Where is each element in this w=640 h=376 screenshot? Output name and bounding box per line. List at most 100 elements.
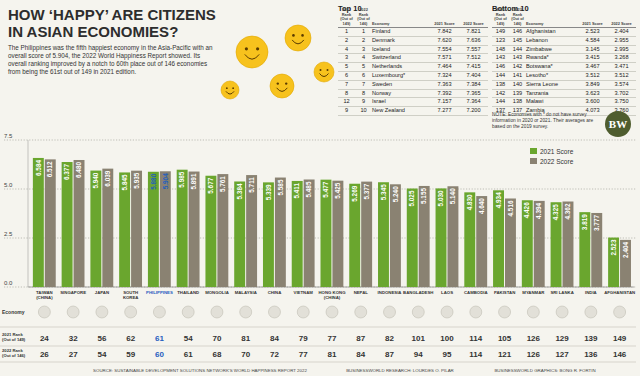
table-header-cell: 2021 Score — [430, 22, 459, 27]
category-label-line: SRI LANKA — [550, 290, 573, 295]
table-header-cell: 2021 Score — [578, 22, 607, 27]
category-label-line: LAOS — [441, 290, 453, 295]
chart: BW0.02.55.07.56.5846.3775.9405.8455.8805… — [0, 0, 640, 376]
row-label-line: (Out of 146) — [2, 353, 26, 358]
flag — [384, 306, 396, 318]
category-label-line: PHILIPPINES — [146, 290, 173, 295]
rank-value: 72 — [270, 350, 279, 359]
category-label: JAPAN — [95, 290, 109, 295]
table-cell: Afghanistan — [526, 28, 578, 36]
table-row: 148144Zimbabwe3.1452.995 — [492, 46, 636, 55]
bar — [563, 202, 574, 287]
bar — [522, 200, 533, 287]
table-cell: 3.702 — [607, 90, 636, 98]
bar — [45, 159, 56, 287]
table-cell: 1 — [355, 28, 372, 36]
category-label: THAILAND — [177, 290, 199, 295]
rank-value: 81 — [328, 350, 337, 359]
rank-value: 129 — [555, 334, 569, 343]
data-label: 4.325 — [552, 204, 559, 220]
data-label: 5.711 — [248, 177, 255, 193]
table-header: 2021 Rank (Out of 149)2022 Rank (Out of … — [492, 13, 636, 28]
data-label: 4.426 — [523, 202, 530, 218]
bar — [205, 176, 216, 287]
footer-text: BUSINESSWORLD GRAPHICS: BONG R. FORTIN — [494, 368, 595, 373]
emoji — [221, 81, 239, 99]
bar — [275, 178, 286, 287]
table-cell: 7.404 — [459, 72, 488, 80]
row-separator — [0, 362, 636, 363]
table-row: 55Netherlands7.4647.415 — [338, 63, 488, 72]
y-tick-label: 2.5 — [4, 231, 13, 237]
table-cell: 143 — [492, 54, 509, 62]
table-cell: 7.571 — [430, 54, 459, 62]
emoji-eye — [320, 69, 322, 71]
table-row: 142139Tanzania3.6233.702 — [492, 90, 636, 99]
rank-value: 54 — [97, 350, 106, 359]
rank-value: 77 — [299, 350, 308, 359]
rank-value: 26 — [40, 350, 49, 359]
emoji-smile — [226, 91, 234, 94]
rank-value: 77 — [328, 334, 337, 343]
data-label: 5.485 — [305, 181, 312, 197]
table-cell: 7.365 — [459, 90, 488, 98]
data-label: 5.269 — [351, 185, 358, 201]
axis-line — [28, 140, 29, 287]
table-cell: 3.145 — [578, 46, 607, 54]
table-cell: Iceland — [372, 46, 430, 54]
table-cell: Lesotho* — [526, 72, 578, 80]
emoji-eye — [245, 47, 248, 50]
bar — [189, 172, 200, 287]
rank-value: 61 — [155, 334, 164, 343]
bar — [234, 181, 245, 287]
emoji-eye — [226, 87, 228, 89]
bar — [378, 182, 389, 287]
bar — [177, 170, 188, 287]
flag — [441, 306, 453, 318]
rank-value: 70 — [241, 350, 250, 359]
category-label-line: CAMBODIA — [464, 290, 488, 295]
table-cell: 4 — [355, 54, 372, 62]
category-label-line: (CHINA) — [324, 295, 341, 300]
table-cell: 146 — [492, 63, 509, 71]
footer-text: BUSINESSWORLD RESEARCH: LOURDES O. PILAR — [346, 368, 454, 373]
data-label: 4.394 — [535, 202, 542, 218]
table-cell: 7.557 — [459, 46, 488, 54]
category-label-line: SINGAPORE — [60, 290, 86, 295]
data-label: 5.880 — [150, 173, 157, 189]
category-label-line: MALAYSIA — [235, 290, 257, 295]
category-label: BANGLADESH — [403, 290, 433, 295]
bar — [320, 180, 331, 287]
table-header-cell: 2022 Rank (Out of 146) — [509, 8, 526, 27]
table-cell: 145 — [509, 37, 526, 45]
rank-value: 87 — [385, 350, 394, 359]
table-cell: 3.471 — [607, 63, 636, 71]
emoji-face — [285, 25, 311, 51]
bar — [447, 186, 458, 287]
table-header-cell: 2022 Rank (Out of 146) — [355, 8, 372, 27]
rank-value: 126 — [527, 334, 541, 343]
table-cell: 4.584 — [578, 37, 607, 45]
row-label: 2022 Rank(Out of 146) — [2, 348, 26, 358]
data-label: 5.891 — [190, 173, 197, 189]
bar — [419, 186, 430, 287]
flag — [614, 306, 626, 318]
table-cell: 3.600 — [578, 98, 607, 106]
footer-text: SOURCE: SUSTAINABLE DEVELOPMENT SOLUTION… — [93, 368, 307, 373]
data-label: 4.516 — [507, 200, 514, 216]
data-label: 5.935 — [133, 172, 140, 188]
category-label-line: MONGOLIA — [205, 290, 229, 295]
table-cell: 1 — [338, 28, 355, 36]
table-row: 22Denmark7.6207.636 — [338, 37, 488, 46]
flag — [355, 306, 367, 318]
page: HOW ‘HAPPY’ ARE CITIZENS IN ASIAN ECONOM… — [0, 0, 640, 376]
data-label: 5.384 — [236, 183, 243, 199]
category-label: LAOS — [441, 290, 453, 295]
table-cell: 7.620 — [430, 37, 459, 45]
table-header-cell: 2021 Rank (Out of 149) — [492, 8, 509, 27]
emoji-face — [270, 74, 294, 98]
emoji-eye — [232, 87, 234, 89]
table-cell: 3 — [338, 54, 355, 62]
flag — [211, 306, 223, 318]
row-label: 2021 Rank(Out of 149) — [2, 332, 26, 342]
